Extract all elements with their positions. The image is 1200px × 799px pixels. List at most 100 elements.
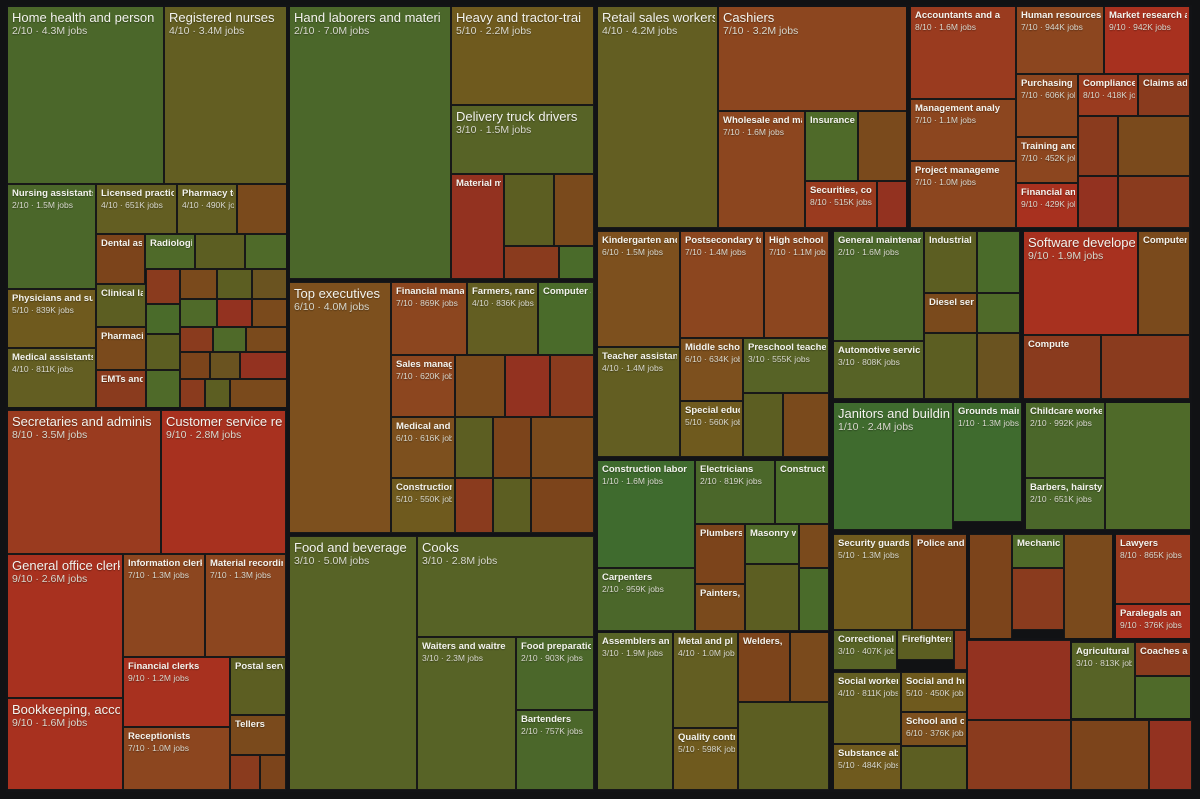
treemap-cell[interactable]: Customer service re 9/10 · 2.8M jobs <box>161 410 286 554</box>
treemap-cell[interactable]: Substance ab 5/10 · 484K jobs <box>833 744 901 790</box>
treemap-cell[interactable]: Physicians and sur 5/10 · 839K jobs <box>7 289 96 348</box>
treemap-cell[interactable]: Kindergarten and 6/10 · 1.5M jobs <box>597 231 680 347</box>
treemap-cell[interactable]: Preschool teache 3/10 · 555K jobs <box>743 338 829 393</box>
treemap-cell[interactable]: Bartenders 2/10 · 757K jobs <box>516 710 594 790</box>
treemap-cell[interactable]: Security guards 5/10 · 1.3M jobs <box>833 534 912 630</box>
treemap-cell[interactable]: Grounds main 1/10 · 1.3M jobs <box>953 402 1022 522</box>
treemap-cell[interactable]: Coaches a <box>1135 642 1192 676</box>
treemap-cell[interactable]: Plumbers <box>695 524 745 584</box>
treemap-cell[interactable]: Painters, <box>695 584 745 631</box>
treemap-cell-stats: 9/10 · 2.6M jobs <box>12 573 88 585</box>
treemap-cell[interactable]: Construct <box>775 460 829 524</box>
treemap-cell[interactable]: Pharmacy te4/10 · 490K jobs <box>177 184 237 234</box>
treemap-cell[interactable]: High school t 7/10 · 1.1M jobs <box>764 231 829 338</box>
treemap-cell[interactable]: Construction labor 1/10 · 1.6M jobs <box>597 460 695 568</box>
treemap-cell[interactable]: Electricians 2/10 · 819K jobs <box>695 460 775 524</box>
treemap-cell[interactable]: Financial an9/10 · 429K jobs <box>1016 183 1078 228</box>
treemap-cell[interactable]: Information clerk 7/10 · 1.3M jobs <box>123 554 205 657</box>
treemap-cell[interactable]: Delivery truck drivers 3/10 · 1.5M jobs <box>451 105 594 174</box>
treemap-cell[interactable]: Social and hu 5/10 · 450K jobs <box>901 672 967 712</box>
treemap-cell[interactable]: General office clerk 9/10 · 2.6M jobs <box>7 554 123 698</box>
treemap-cell[interactable]: Postal serv <box>230 657 286 715</box>
treemap-cell[interactable]: Construction 5/10 · 550K jobs <box>391 478 455 533</box>
treemap-cell[interactable]: Securities, co 8/10 · 515K jobs <box>805 181 877 228</box>
treemap-cell[interactable]: EMTs and <box>96 370 146 408</box>
treemap-cell[interactable]: Barbers, hairstyl 2/10 · 651K jobs <box>1025 478 1105 530</box>
treemap-cell[interactable]: Quality contr 5/10 · 598K jobs <box>673 728 738 790</box>
treemap-cell[interactable]: Automotive servic 3/10 · 808K jobs <box>833 341 924 399</box>
treemap-cell[interactable]: Software developer 9/10 · 1.9M jobs <box>1023 231 1138 335</box>
treemap-cell[interactable]: Bookkeeping, acco 9/10 · 1.6M jobs <box>7 698 123 790</box>
treemap-cell[interactable]: Teacher assistan 4/10 · 1.4M jobs <box>597 347 680 457</box>
treemap-cell[interactable]: Accountants and a 8/10 · 1.6M jobs <box>910 6 1016 99</box>
treemap-cell[interactable]: Radiologi <box>145 234 195 269</box>
treemap-cell[interactable]: Police and <box>912 534 967 630</box>
treemap-cell[interactable]: Home health and person 2/10 · 4.3M jobs <box>7 6 164 184</box>
treemap-cell[interactable]: Cashiers 7/10 · 3.2M jobs <box>718 6 907 111</box>
treemap-cell[interactable]: Metal and pl 4/10 · 1.0M jobs <box>673 632 738 728</box>
treemap-cell[interactable]: Licensed practic 4/10 · 651K jobs <box>96 184 177 234</box>
treemap-cell[interactable]: School and c 6/10 · 376K jobs <box>901 712 967 746</box>
treemap-cell[interactable]: Nursing assistants 2/10 · 1.5M jobs <box>7 184 96 289</box>
treemap-cell[interactable]: Heavy and tractor-trai 5/10 · 2.2M jobs <box>451 6 594 105</box>
treemap-cell[interactable]: Paralegals an 9/10 · 376K jobs <box>1115 604 1192 640</box>
treemap-cell[interactable]: Pharmaci <box>96 327 146 370</box>
treemap-cell[interactable]: Tellers <box>230 715 286 755</box>
treemap-cell-label: Waiters and waitre 3/10 · 2.3M jobs <box>422 641 513 663</box>
treemap-cell[interactable]: Project manageme 7/10 · 1.0M jobs <box>910 161 1016 228</box>
treemap-cell[interactable]: Firefighters <box>897 630 954 660</box>
treemap-cell[interactable]: Clinical la <box>96 284 146 327</box>
treemap-cell[interactable]: Computer <box>1138 231 1190 335</box>
treemap-cell-stats: 9/10 · 1.9M jobs <box>1028 250 1104 262</box>
treemap-cell[interactable]: Medical and 6/10 · 616K jobs <box>391 417 455 478</box>
treemap-cell[interactable]: Receptionists 7/10 · 1.0M jobs <box>123 727 230 790</box>
treemap-cell[interactable]: Financial mana 7/10 · 869K jobs <box>391 282 467 355</box>
treemap-cell[interactable]: Agricultural 3/10 · 813K jobs <box>1071 642 1135 720</box>
treemap-cell[interactable]: Secretaries and adminis 8/10 · 3.5M jobs <box>7 410 161 554</box>
treemap-cell-label: Customer service re 9/10 · 2.8M jobs <box>166 414 283 442</box>
treemap-cell-name: Barbers, hairstyl <box>1030 482 1102 493</box>
treemap-cell[interactable]: Food and beverage 3/10 · 5.0M jobs <box>289 536 417 790</box>
treemap-cell[interactable]: Cooks 3/10 · 2.8M jobs <box>417 536 594 637</box>
treemap-cell[interactable]: General maintenar 2/10 · 1.6M jobs <box>833 231 924 341</box>
treemap-cell[interactable]: Farmers, ranch 4/10 · 836K jobs <box>467 282 538 355</box>
treemap-cell[interactable]: Dental as <box>96 234 145 284</box>
treemap-cell[interactable]: Insurance <box>805 111 858 181</box>
treemap-cell[interactable]: Hand laborers and materi 2/10 · 7.0M jobs <box>289 6 451 279</box>
treemap-cell[interactable]: Management analy 7/10 · 1.1M jobs <box>910 99 1016 161</box>
treemap-cell[interactable]: Mechanic <box>1012 534 1064 568</box>
treemap-cell[interactable]: Computer a <box>538 282 594 355</box>
treemap-cell[interactable]: Welders, <box>738 632 790 702</box>
treemap-cell[interactable]: Retail sales workers 4/10 · 4.2M jobs <box>597 6 718 228</box>
treemap-cell[interactable]: Financial clerks 9/10 · 1.2M jobs <box>123 657 230 727</box>
treemap-cell[interactable]: Registered nurses 4/10 · 3.4M jobs <box>164 6 287 184</box>
treemap-cell[interactable]: Assemblers and 3/10 · 1.9M jobs <box>597 632 673 790</box>
treemap-cell[interactable]: Sales manag 7/10 · 620K jobs <box>391 355 455 417</box>
treemap-cell[interactable]: Correctional 3/10 · 407K jobs <box>833 630 897 670</box>
treemap-cell[interactable]: Postsecondary te 7/10 · 1.4M jobs <box>680 231 764 338</box>
treemap-cell[interactable]: Top executives 6/10 · 4.0M jobs <box>289 282 391 533</box>
treemap-cell[interactable]: Compute <box>1023 335 1101 399</box>
treemap-cell[interactable]: Carpenters 2/10 · 959K jobs <box>597 568 695 631</box>
treemap-cell[interactable]: Diesel ser <box>924 293 977 333</box>
treemap-cell[interactable]: Childcare worke 2/10 · 992K jobs <box>1025 402 1105 478</box>
treemap-cell[interactable]: Medical assistants 4/10 · 811K jobs <box>7 348 96 408</box>
treemap-cell[interactable]: Food preparatio 2/10 · 903K jobs <box>516 637 594 710</box>
treemap-cell[interactable]: Social worker 4/10 · 811K jobs <box>833 672 901 744</box>
treemap-cell[interactable]: Wholesale and ma 7/10 · 1.6M jobs <box>718 111 805 228</box>
treemap-cell[interactable]: Material m <box>451 174 504 279</box>
treemap-cell[interactable]: Material recordin 7/10 · 1.3M jobs <box>205 554 286 657</box>
treemap-cell[interactable]: Lawyers 8/10 · 865K jobs <box>1115 534 1192 604</box>
treemap-cell[interactable]: Market research a 9/10 · 942K jobs <box>1104 6 1190 74</box>
treemap-cell[interactable]: Masonry w <box>745 524 799 564</box>
treemap-cell[interactable]: Claims ad <box>1138 74 1190 116</box>
treemap-cell[interactable]: Janitors and buildin 1/10 · 2.4M jobs <box>833 402 953 530</box>
treemap-cell[interactable]: Human resources 7/10 · 944K jobs <box>1016 6 1104 74</box>
treemap-cell[interactable]: Waiters and waitre 3/10 · 2.3M jobs <box>417 637 516 790</box>
treemap-cell[interactable]: Industrial <box>924 231 977 293</box>
